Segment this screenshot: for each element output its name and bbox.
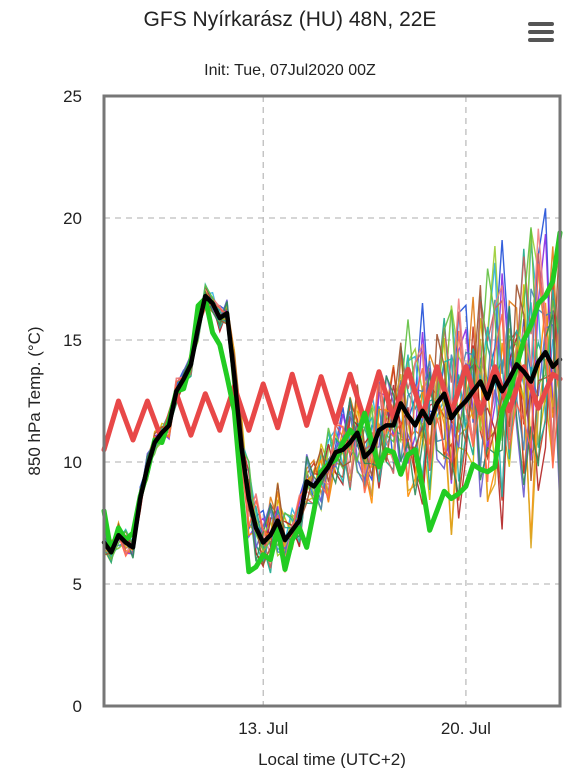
menu-bar: [528, 38, 554, 42]
y-tick-labels: 0 5 10 15 20 25: [63, 87, 82, 716]
menu-bar: [528, 30, 554, 34]
hamburger-menu-icon[interactable]: [526, 20, 556, 46]
x-tick-label: 20. Jul: [441, 719, 491, 738]
y-tick-label: 15: [63, 331, 82, 350]
init-subtitle: Init: Tue, 07Jul2020 00Z: [204, 62, 376, 79]
y-tick-label: 20: [63, 209, 82, 228]
plot-frame: [102, 94, 562, 708]
climatology-line: [101, 364, 563, 453]
x-tick-label: 13. Jul: [238, 719, 288, 738]
y-tick-label: 0: [73, 697, 82, 716]
x-tick-labels: 13. Jul 20. Jul: [238, 719, 491, 738]
ensemble-mean-line: [101, 293, 563, 555]
y-tick-label: 10: [63, 453, 82, 472]
y-tick-label: 5: [73, 575, 82, 594]
y-axis-label: 850 hPa Temp. (°C): [25, 326, 44, 475]
x-axis-label: Local time (UTC+2): [258, 750, 406, 768]
menu-bar: [528, 22, 554, 26]
page-title: GFS Nyírkarász (HU) 48N, 22E: [143, 8, 437, 31]
series-layer: [101, 230, 563, 575]
y-tick-label: 25: [63, 87, 82, 106]
